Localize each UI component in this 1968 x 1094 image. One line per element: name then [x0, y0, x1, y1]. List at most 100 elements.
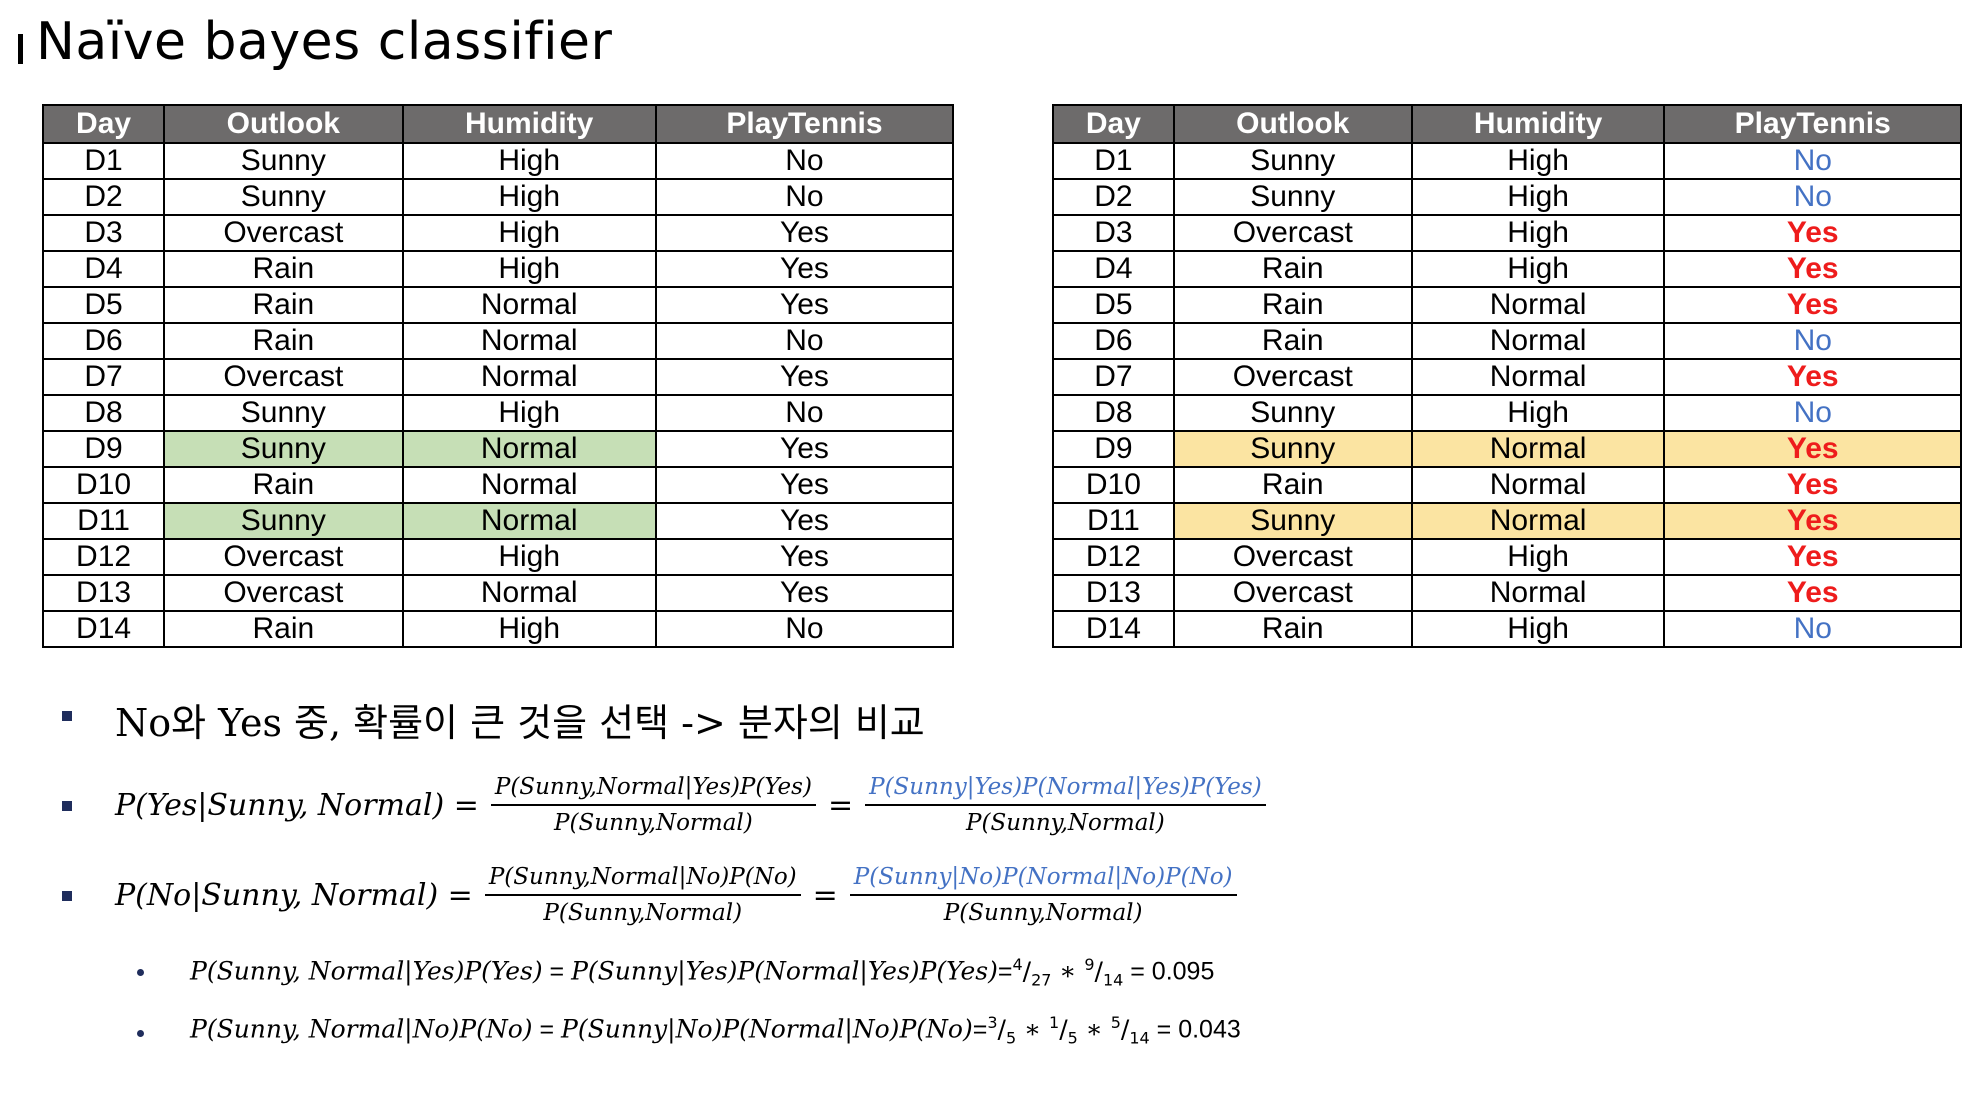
fraction-denominator: P(Sunny,Normal): [543, 900, 743, 926]
table-row: D3 Overcast High Yes: [41, 214, 955, 252]
calc-lhs: P(Sunny, Normal|No)P(No): [190, 1014, 533, 1044]
cell-outlook: Rain: [1172, 322, 1413, 360]
cell-outlook: Overcast: [1172, 538, 1413, 576]
table-row: D1 Sunny High No: [41, 142, 955, 180]
cell-humidity: High: [401, 214, 657, 252]
cell-outlook: Rain: [163, 610, 404, 648]
cell-outlook: Rain: [163, 286, 404, 324]
cell-playtennis: Yes: [1663, 466, 1962, 504]
cell-playtennis: No: [1663, 142, 1962, 180]
sub-bullet-marker: [137, 1030, 144, 1037]
result-data-table: Day Outlook Humidity PlayTennis D1 Sunny H…: [1052, 104, 1962, 648]
header-humidity: Humidity: [1410, 104, 1666, 144]
cell-day: D3: [41, 214, 166, 252]
cell-day: D9: [1052, 430, 1175, 468]
cell-playtennis: No: [1663, 178, 1962, 216]
table-row: D10 Rain Normal Yes: [1052, 466, 1962, 504]
cell-playtennis: Yes: [1663, 286, 1962, 324]
calc-lhs: P(Sunny, Normal|Yes)P(Yes): [190, 956, 543, 986]
bullet-marker: [62, 891, 72, 901]
cell-playtennis: No: [654, 322, 955, 360]
table-row: D11 Sunny Normal Yes: [41, 502, 955, 540]
cell-humidity: High: [401, 394, 657, 432]
calc-equals: =: [542, 957, 572, 986]
cell-playtennis: No: [654, 394, 955, 432]
table-row: D9 Sunny Normal Yes: [1052, 430, 1962, 468]
table-row: D6 Rain Normal No: [41, 322, 955, 360]
equals-sign: =: [827, 787, 854, 823]
equals-sign: =: [812, 877, 838, 913]
times-sign: ∗: [1051, 956, 1085, 986]
cell-outlook: Sunny: [1172, 430, 1413, 468]
cell-humidity: Normal: [401, 322, 657, 360]
training-data-table: Day Outlook Humidity PlayTennis D1 Sunny H…: [41, 104, 955, 648]
table-row: D9 Sunny Normal Yes: [41, 430, 955, 468]
cell-humidity: High: [1410, 178, 1666, 216]
cell-playtennis: Yes: [1663, 214, 1962, 252]
cell-playtennis: Yes: [1663, 502, 1962, 540]
page-title: Naïve bayes classifier: [36, 12, 613, 72]
table-row: D7 Overcast Normal Yes: [41, 358, 955, 396]
cell-humidity: Normal: [1410, 466, 1666, 504]
sub-bullet-marker: [137, 969, 144, 976]
bullet-marker: [62, 801, 72, 811]
fraction-naive: P(Sunny|No)P(Normal|No)P(No) P(Sunny,Nor…: [849, 864, 1237, 926]
cell-day: D11: [1052, 502, 1175, 540]
cell-day: D8: [41, 394, 166, 432]
fraction-numerator: P(Sunny,Normal|No)P(No): [484, 864, 801, 896]
cell-outlook: Sunny: [163, 394, 404, 432]
cell-outlook: Sunny: [1172, 394, 1413, 432]
cell-outlook: Overcast: [163, 574, 404, 612]
cell-playtennis: No: [1663, 322, 1962, 360]
cell-day: D1: [1052, 142, 1175, 180]
cell-day: D6: [41, 322, 166, 360]
calc-result: = 0.043: [1149, 1015, 1241, 1044]
cell-outlook: Overcast: [1172, 214, 1413, 252]
frac-den: 5: [1067, 1028, 1078, 1048]
cell-humidity: Normal: [1410, 574, 1666, 612]
cell-outlook: Sunny: [1172, 178, 1413, 216]
cell-playtennis: No: [1663, 394, 1962, 432]
header-outlook: Outlook: [1172, 104, 1413, 144]
equation-lhs: P(No|Sunny, Normal) =: [115, 877, 473, 913]
table-row: D13 Overcast Normal Yes: [1052, 574, 1962, 612]
calc-expr: P(Sunny|Yes)P(Normal|Yes)P(Yes): [571, 956, 998, 986]
cell-playtennis: Yes: [654, 214, 955, 252]
table-row: D12 Overcast High Yes: [41, 538, 955, 576]
table-row: D5 Rain Normal Yes: [41, 286, 955, 324]
frac-den: 5: [1005, 1028, 1017, 1048]
cell-playtennis: Yes: [1663, 574, 1962, 612]
cell-day: D2: [41, 178, 166, 216]
cell-day: D3: [1052, 214, 1175, 252]
title-accent-bar: [18, 34, 23, 64]
table-row: D2 Sunny High No: [1052, 178, 1962, 216]
cell-day: D4: [1052, 250, 1175, 288]
cell-day: D10: [1052, 466, 1175, 504]
cell-playtennis: No: [654, 142, 955, 180]
table-row: D4 Rain High Yes: [41, 250, 955, 288]
table-row: D12 Overcast High Yes: [1052, 538, 1962, 576]
calc-equals: =: [532, 1015, 562, 1044]
frac-num: 1: [1049, 1013, 1060, 1032]
cell-humidity: Normal: [1410, 430, 1666, 468]
header-playtennis: PlayTennis: [1663, 104, 1962, 144]
cell-outlook: Overcast: [163, 214, 404, 252]
cell-playtennis: Yes: [1663, 430, 1962, 468]
cell-day: D5: [41, 286, 166, 324]
header-playtennis: PlayTennis: [654, 104, 955, 144]
fraction-bayes: P(Sunny,Normal|No)P(No) P(Sunny,Normal): [484, 864, 801, 926]
cell-day: D9: [41, 430, 166, 468]
cell-outlook: Rain: [1172, 250, 1413, 288]
calc-expr: P(Sunny|No)P(Normal|No)P(No): [561, 1014, 973, 1044]
table-row: D6 Rain Normal No: [1052, 322, 1962, 360]
fraction-naive: P(Sunny|Yes)P(Normal|Yes)P(Yes) P(Sunny,…: [865, 774, 1266, 836]
cell-playtennis: Yes: [1663, 250, 1962, 288]
cell-playtennis: Yes: [654, 466, 955, 504]
cell-day: D12: [41, 538, 166, 576]
cell-humidity: Normal: [401, 286, 657, 324]
table-row: D13 Overcast Normal Yes: [41, 574, 955, 612]
cell-day: D10: [41, 466, 166, 504]
cell-humidity: Normal: [401, 358, 657, 396]
table-row: D14 Rain High No: [41, 610, 955, 648]
cell-playtennis: No: [654, 178, 955, 216]
